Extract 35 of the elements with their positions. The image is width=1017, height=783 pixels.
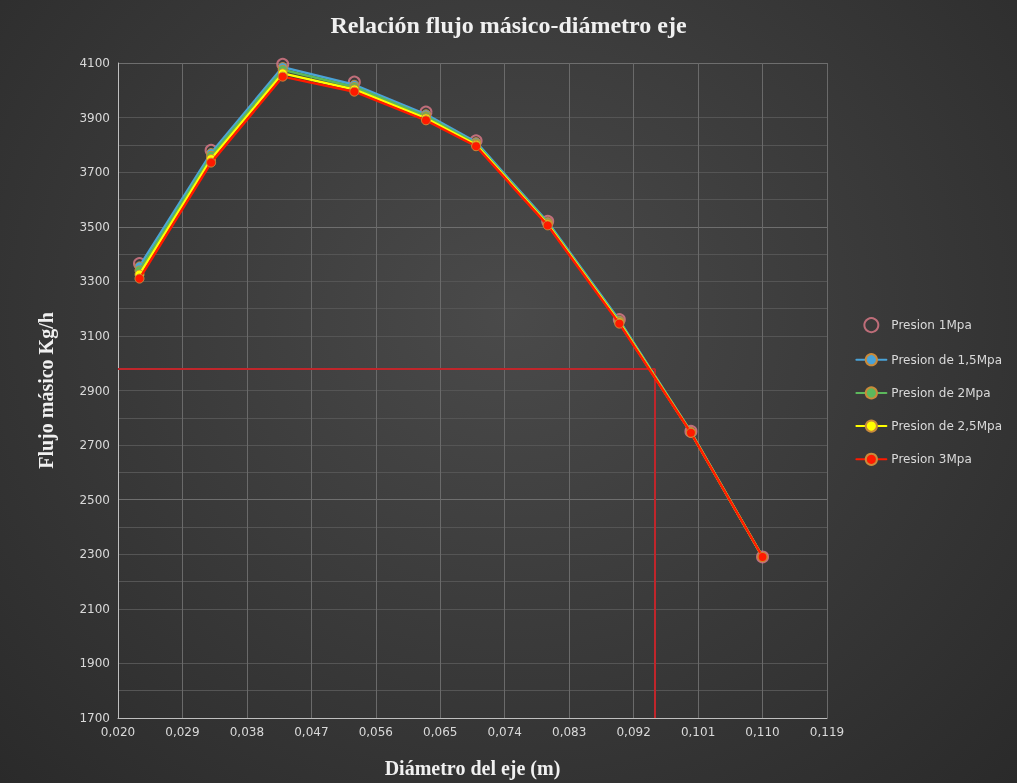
y-tick-label: 4100: [79, 56, 110, 70]
chart-title: Relación flujo másico-diámetro eje: [330, 12, 687, 38]
x-tick-label: 0,065: [423, 725, 458, 739]
x-axis-title: Diámetro del eje (m): [384, 757, 561, 780]
y-tick-label: 1700: [79, 711, 110, 725]
x-tick-label: 0,110: [745, 725, 780, 739]
x-tick-label: 0,083: [552, 725, 587, 739]
legend-label: Presion de 2,5Mpa: [891, 419, 1003, 434]
x-tick-label: 0,047: [294, 725, 329, 739]
x-tick-label: 0,029: [165, 725, 200, 739]
legend-label: Presion de 2Mpa: [891, 385, 991, 400]
y-tick-label: 2500: [79, 492, 110, 507]
x-tick-label: 0,074: [487, 725, 522, 739]
y-tick-label: 2700: [79, 438, 110, 453]
x-tick-label: 0,092: [616, 725, 651, 739]
legend-label: Presion 1Mpa: [891, 318, 972, 333]
point: [134, 273, 145, 284]
y-tick-label: 3900: [79, 110, 110, 125]
y-tick-label: 3500: [79, 219, 110, 234]
x-tick-label: 0,101: [680, 725, 716, 739]
point: [276, 57, 290, 71]
legend-label: Presion de 1,5Mpa: [891, 352, 1003, 367]
y-tick-label: 3300: [79, 274, 110, 289]
x-tick-label: 0,056: [358, 725, 393, 739]
y-tick-label: 3100: [79, 328, 110, 343]
y-tick-label: 2900: [79, 383, 110, 398]
y-tick-label: 2100: [79, 601, 110, 616]
legend-label: Presion 3Mpa: [891, 452, 972, 467]
y-axis-title: Flujo másico Kg/h: [35, 312, 58, 469]
x-tick-label: 0,020: [100, 725, 136, 739]
x-tick-label: 0,119: [809, 725, 845, 739]
y-tick-label: 1900: [79, 656, 110, 671]
y-tick-label: 2300: [79, 547, 110, 562]
x-tick-label: 0,038: [229, 725, 265, 739]
y-tick-label: 3700: [79, 165, 110, 180]
